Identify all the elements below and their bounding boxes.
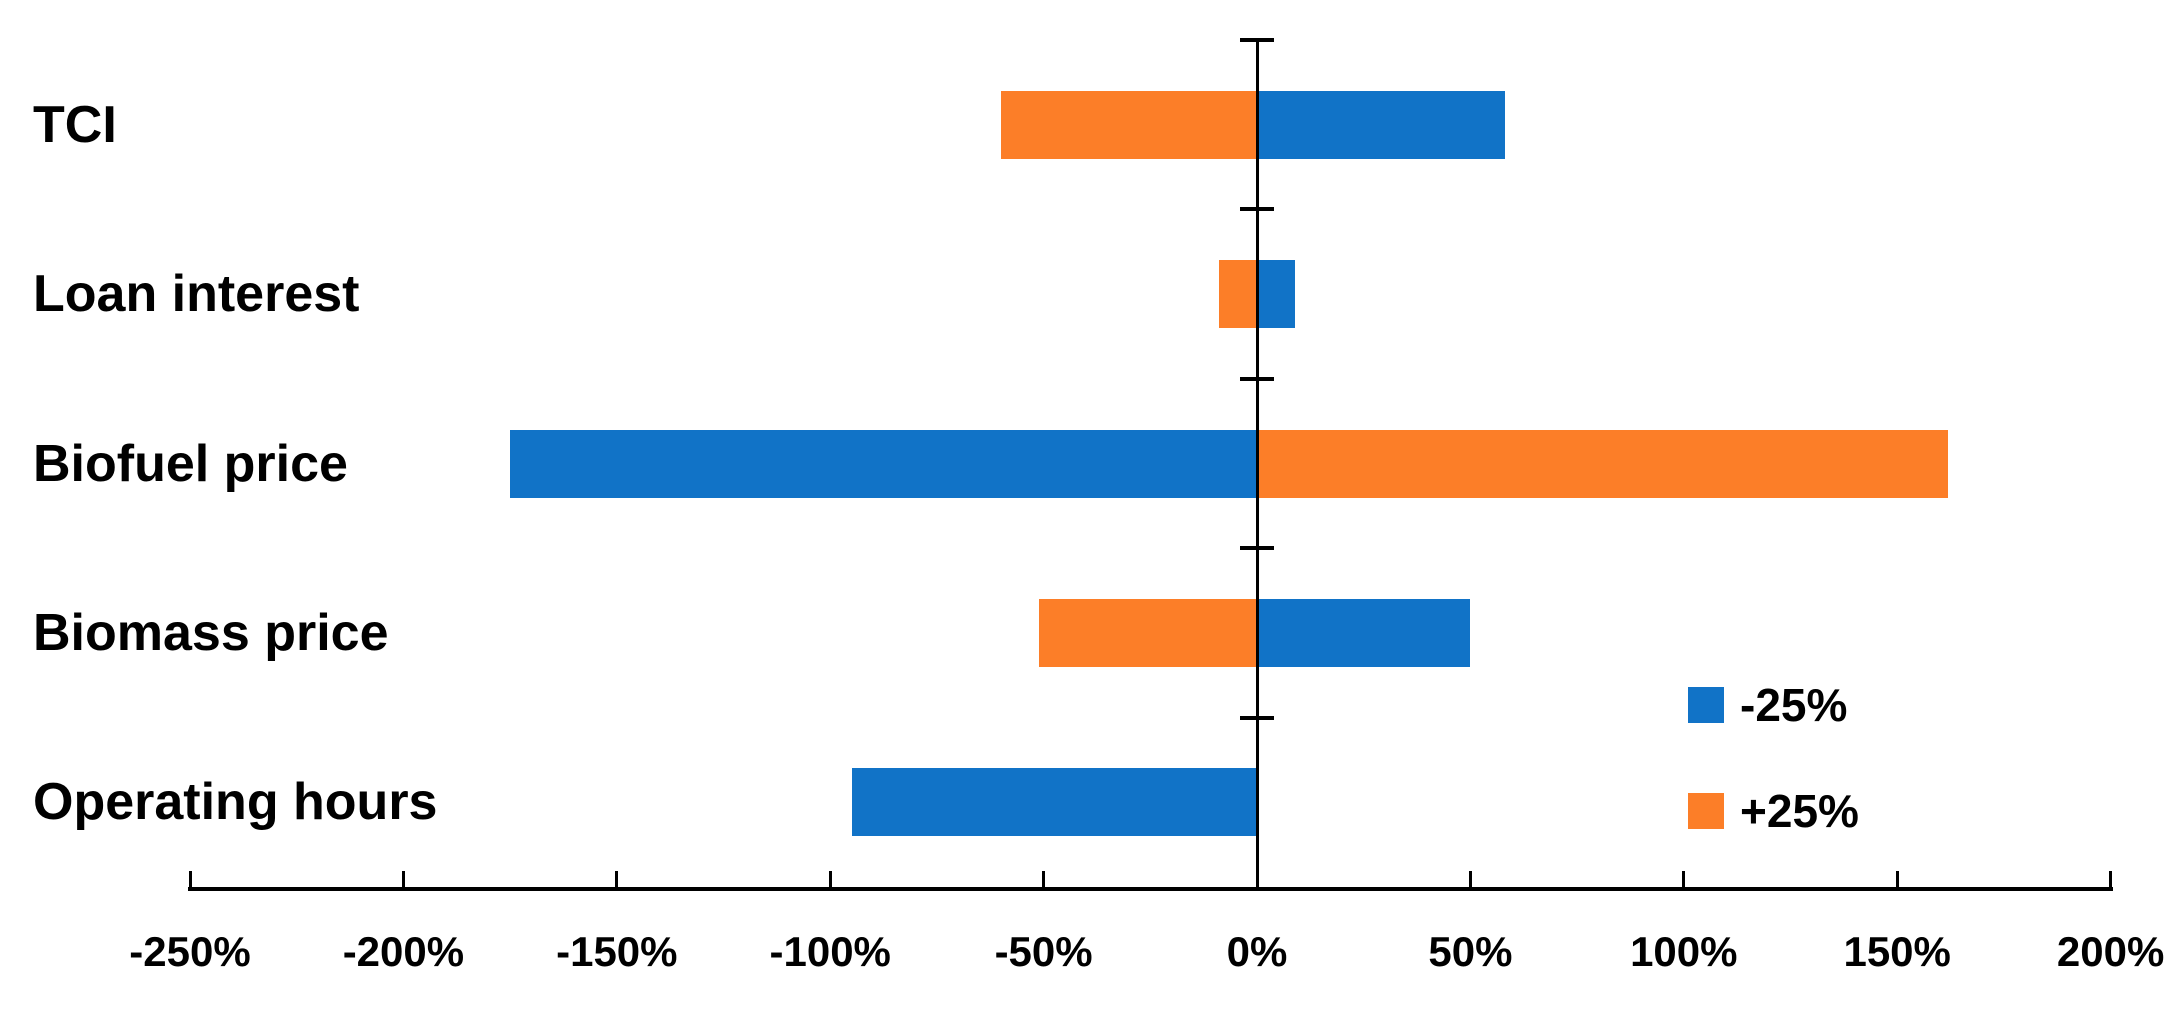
x-axis-tick	[828, 871, 832, 887]
category-boundary-tick	[1240, 38, 1274, 42]
x-tick-label-250: -250%	[129, 928, 251, 975]
bar-25-tci	[1000, 90, 1257, 159]
category-label-biomass-price: Biomass price	[33, 603, 389, 662]
category-label-operating-hours: Operating hours	[33, 773, 438, 832]
bar-25-loan-interest	[1218, 260, 1257, 329]
x-tick-label-50: -50%	[994, 928, 1093, 975]
zero-axis-line	[1255, 38, 1259, 891]
x-tick-label-50: 50%	[1428, 928, 1513, 975]
x-axis-tick	[1895, 871, 1899, 887]
category-boundary-tick	[1240, 207, 1274, 212]
bar-25-loan-interest	[1257, 260, 1296, 329]
x-tick-label-100: -100%	[769, 928, 891, 975]
x-axis-tick	[615, 871, 619, 887]
category-boundary-tick	[1240, 546, 1274, 551]
bar-25-biomass-price	[1257, 598, 1471, 667]
x-tick-label-200: 200%	[2056, 928, 2165, 975]
x-tick-label-150: 150%	[1843, 928, 1951, 975]
legend-label-25: -25%	[1740, 679, 1848, 731]
x-tick-label-200: -200%	[342, 928, 465, 975]
x-axis-tick	[2109, 871, 2113, 887]
category-label-tci: TCI	[33, 95, 117, 154]
legend-swatch-25	[1688, 687, 1724, 723]
x-axis-tick	[1042, 871, 1046, 887]
category-label-loan-interest: Loan interest	[33, 265, 360, 324]
x-tick-label-150: -150%	[556, 928, 678, 975]
bar-25-operating-hours	[851, 768, 1257, 837]
category-boundary-tick	[1240, 376, 1274, 381]
x-axis-tick	[401, 871, 405, 887]
x-axis-tick	[1682, 871, 1686, 887]
bar-25-biofuel-price	[1257, 429, 1949, 498]
bar-25-biomass-price	[1039, 598, 1257, 667]
x-axis-line	[188, 887, 2113, 891]
x-tick-label-100: 100%	[1630, 928, 1738, 975]
legend-label-25: +25%	[1740, 785, 1859, 837]
x-axis-tick	[1468, 871, 1472, 887]
bar-25-biofuel-price	[510, 429, 1257, 498]
category-label-biofuel-price: Biofuel price	[33, 434, 348, 493]
x-tick-label-0: 0%	[1226, 928, 1288, 975]
legend-swatch-25	[1688, 793, 1724, 829]
bar-25-tci	[1257, 90, 1505, 159]
x-axis-tick	[188, 871, 192, 887]
category-boundary-tick	[1240, 715, 1274, 720]
